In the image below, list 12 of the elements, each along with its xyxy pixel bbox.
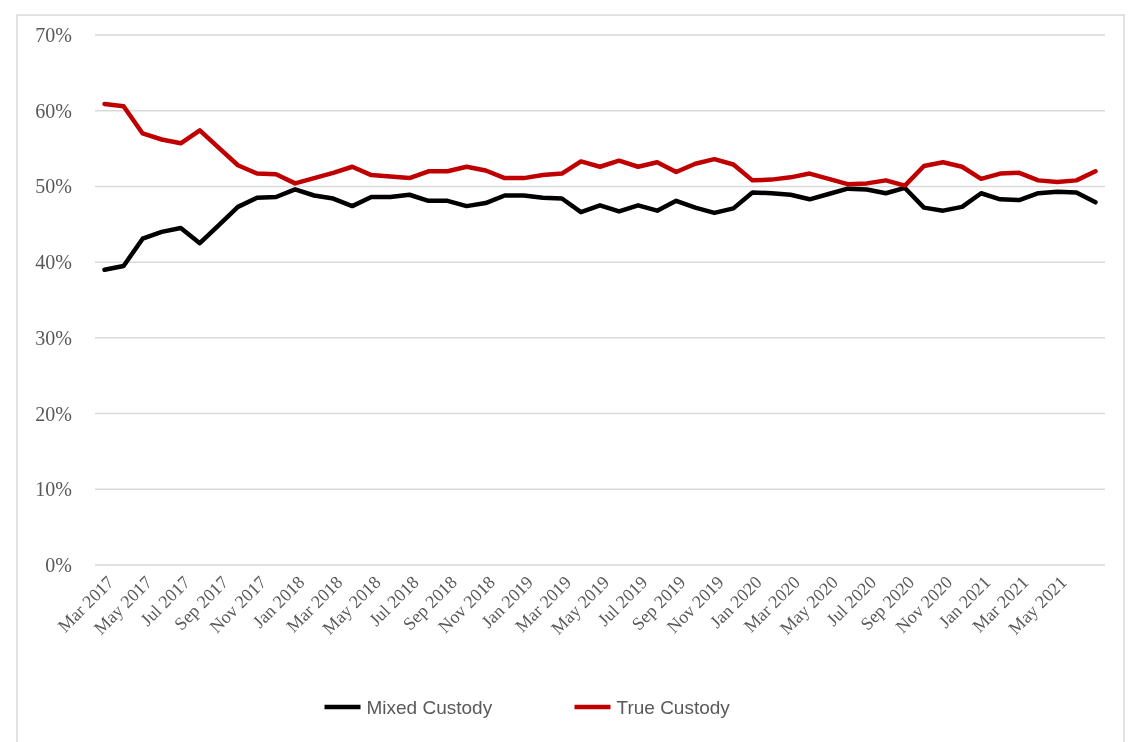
y-tick-label: 50% [35,175,72,198]
legend-label: True Custody [616,696,731,718]
y-tick-label: 30% [35,326,72,349]
line-series [102,101,1098,188]
y-tick-label: 60% [35,99,72,122]
y-tick-label: 40% [35,251,72,274]
legend-label: Mixed Custody [366,696,493,718]
y-tick-label: 70% [35,24,72,46]
y-tick-label: 20% [35,402,72,425]
line-series [102,185,1098,272]
y-tick-label: 10% [35,478,72,501]
y-tick-label: 0% [45,554,72,576]
